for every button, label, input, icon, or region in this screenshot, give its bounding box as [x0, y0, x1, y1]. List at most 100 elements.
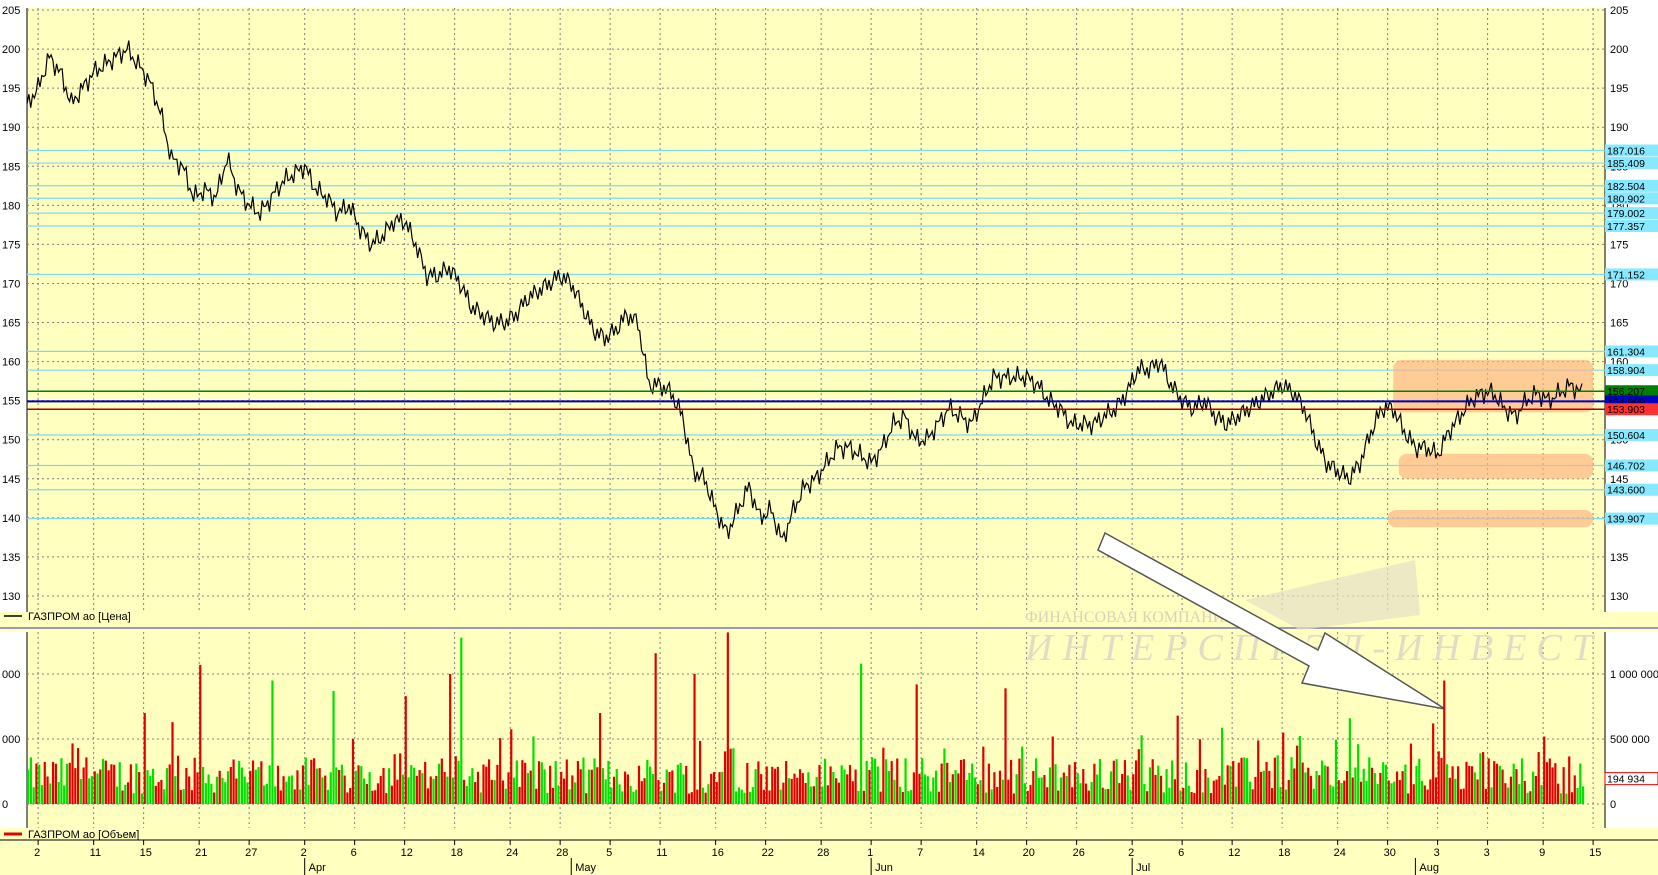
- volume-bar: [93, 771, 96, 804]
- volume-bar: [740, 789, 743, 804]
- price-tick-right: 190: [1610, 122, 1628, 134]
- volume-bar: [479, 792, 482, 804]
- volume-bar: [335, 767, 338, 804]
- volume-bar: [168, 764, 171, 804]
- volume-bar: [1143, 783, 1146, 804]
- volume-bar: [1512, 763, 1515, 804]
- volume-bar: [293, 789, 296, 804]
- volume-bar: [1384, 764, 1388, 804]
- volume-bar: [1454, 778, 1457, 804]
- volume-bar: [782, 782, 785, 804]
- volume-bar: [1357, 744, 1360, 804]
- volume-bar: [857, 790, 860, 804]
- volume-bar: [1493, 761, 1496, 804]
- x-day-label: 2: [34, 847, 40, 859]
- volume-bar: [365, 784, 368, 804]
- volume-bar: [815, 776, 818, 804]
- volume-bar: [182, 789, 185, 804]
- x-day-label: 30: [1384, 847, 1396, 859]
- volume-bar: [49, 783, 52, 804]
- x-day-label: 5: [606, 847, 612, 859]
- volume-bar: [1368, 757, 1371, 804]
- volume-bar: [660, 790, 663, 804]
- volume-bar: [562, 778, 566, 804]
- volume-bar: [224, 782, 227, 804]
- volume-bar: [954, 770, 957, 804]
- volume-bar: [1193, 793, 1196, 804]
- level-label: 180.902: [1607, 193, 1645, 205]
- volume-bar: [1340, 782, 1343, 804]
- marker-label: 156.207: [1607, 386, 1645, 398]
- volume-bar: [1201, 792, 1204, 804]
- volume-bar: [1468, 765, 1471, 804]
- volume-bar: [1540, 784, 1543, 804]
- volume-bar: [268, 765, 271, 804]
- volume-bar: [796, 777, 799, 804]
- volume-bar: [832, 772, 835, 804]
- volume-bar: [43, 761, 46, 804]
- level-label: 139.907: [1607, 514, 1645, 526]
- volume-bar: [1051, 736, 1054, 804]
- volume-bar: [743, 792, 746, 804]
- volume-bar: [1523, 780, 1526, 804]
- volume-bar: [240, 767, 244, 804]
- volume-bar: [1573, 775, 1576, 804]
- volume-bar: [313, 758, 316, 804]
- price-tick-right: 170: [1610, 278, 1628, 290]
- volume-bar: [535, 788, 538, 804]
- price-series-line: [26, 40, 1583, 543]
- volume-bar: [1529, 791, 1532, 804]
- level-label: 185.409: [1607, 158, 1645, 170]
- volume-bar: [1151, 759, 1154, 804]
- volume-bar: [1557, 783, 1560, 804]
- volume-bar: [132, 793, 135, 804]
- level-label-bg: [1605, 268, 1658, 281]
- volume-bar: [65, 763, 69, 804]
- price-tick-left: 180: [2, 200, 20, 212]
- volume-bar: [501, 780, 505, 804]
- volume-bar: [1012, 793, 1015, 804]
- level-label: 182.504: [1607, 181, 1645, 193]
- x-day-label: 11: [90, 847, 101, 859]
- volume-bar: [904, 758, 907, 804]
- volume-bar: [762, 789, 766, 804]
- volume-bar: [571, 775, 574, 804]
- volume-bar: [35, 763, 38, 804]
- volume-bar: [1507, 787, 1510, 804]
- volume-bar: [251, 760, 255, 804]
- volume-bar: [1182, 787, 1185, 804]
- volume-bar: [1562, 767, 1565, 804]
- volume-bar: [1465, 761, 1468, 804]
- volume-bar: [176, 755, 180, 804]
- volume-bar: [437, 763, 441, 804]
- volume-bar: [1237, 762, 1240, 804]
- volume-bar: [1126, 775, 1129, 804]
- volume-bar: [776, 766, 779, 804]
- x-day-label: 27: [245, 847, 257, 859]
- volume-bar: [360, 766, 363, 804]
- volume-bar: [396, 779, 399, 804]
- volume-bar: [1401, 771, 1404, 804]
- volume-last-label: 194 934: [1607, 774, 1645, 786]
- volume-bar: [882, 747, 885, 804]
- level-label-bg: [1605, 179, 1658, 192]
- volume-bar: [229, 766, 232, 804]
- price-tick-right: 135: [1610, 552, 1628, 564]
- volume-bar: [238, 760, 241, 804]
- volume-bar: [1046, 787, 1049, 804]
- volume-bar: [318, 768, 321, 804]
- volume-bar: [532, 736, 535, 804]
- volume-bar: [654, 653, 657, 804]
- volume-bar: [1251, 789, 1254, 804]
- volume-bar: [68, 762, 71, 804]
- volume-bar: [346, 792, 349, 804]
- volume-bar: [1409, 743, 1413, 804]
- volume-bar: [1071, 787, 1074, 804]
- volume-bar: [1037, 777, 1040, 804]
- volume-bar: [76, 748, 80, 804]
- x-day-label: 14: [973, 847, 985, 859]
- price-tick-right: 205: [1610, 5, 1628, 17]
- volume-bar: [621, 791, 624, 804]
- x-day-label: 12: [401, 847, 413, 859]
- volume-bar: [265, 783, 269, 804]
